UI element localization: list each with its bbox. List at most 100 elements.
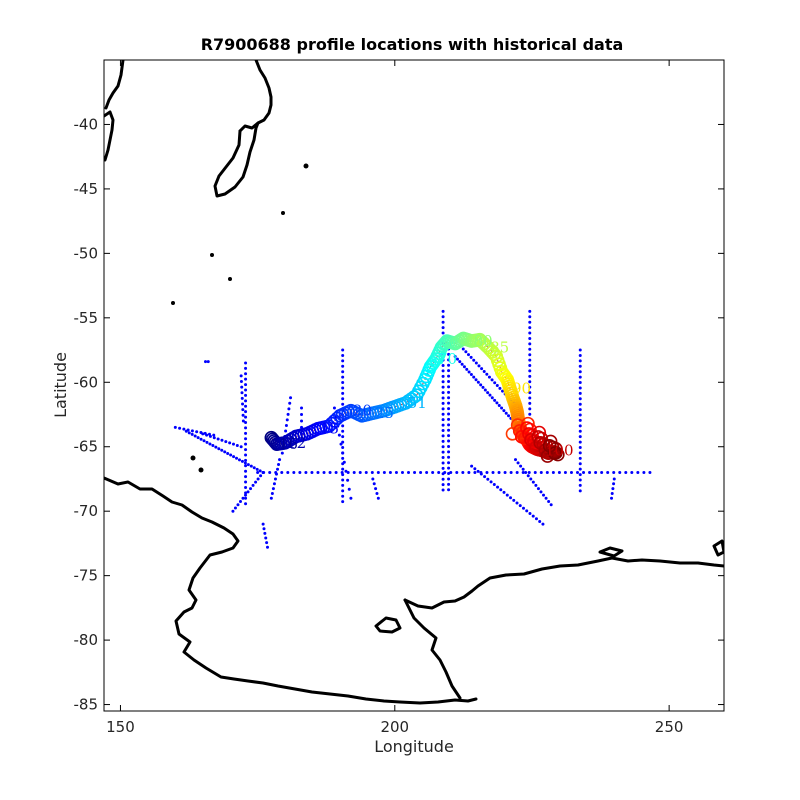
historical-point	[341, 424, 345, 428]
coastline-new-zealand-north	[238, 60, 273, 133]
profile-number-label: 80	[474, 332, 493, 350]
historical-point	[203, 431, 207, 435]
historical-point	[244, 366, 248, 370]
historical-point	[528, 412, 532, 416]
historical-point	[578, 489, 582, 493]
historical-point	[610, 496, 614, 500]
historical-point	[266, 545, 270, 549]
historical-point	[447, 358, 451, 362]
historical-point	[322, 471, 326, 475]
historical-point	[271, 487, 275, 491]
historical-point	[480, 367, 484, 371]
historical-point	[460, 362, 464, 366]
historical-point	[341, 494, 345, 498]
historical-point	[447, 417, 451, 421]
historical-point	[447, 369, 451, 373]
historical-point	[244, 431, 248, 435]
historical-point	[441, 391, 445, 395]
historical-point	[220, 438, 224, 442]
historical-point	[244, 442, 248, 446]
historical-point	[496, 485, 500, 489]
historical-point	[578, 375, 582, 379]
historical-point	[531, 514, 535, 518]
historical-point	[341, 451, 345, 455]
historical-point	[199, 431, 203, 435]
historical-point	[431, 471, 435, 475]
historical-point	[528, 401, 532, 405]
historical-point	[254, 480, 258, 484]
historical-point	[642, 471, 646, 475]
historical-point	[578, 478, 582, 482]
historical-point	[509, 471, 513, 475]
historical-point	[493, 398, 497, 402]
historical-point	[534, 483, 538, 487]
historical-point	[441, 466, 445, 470]
historical-point	[341, 386, 345, 390]
historical-point	[576, 471, 580, 475]
historical-point	[286, 471, 290, 475]
historical-point	[352, 471, 356, 475]
historical-point	[216, 437, 220, 441]
historical-point	[551, 471, 555, 475]
x-axis-label: Longitude	[374, 737, 454, 756]
profile-number-label: 25	[375, 404, 394, 422]
historical-point	[447, 450, 451, 454]
historical-point	[447, 412, 451, 416]
historical-point	[252, 466, 256, 470]
historical-point	[447, 428, 451, 432]
historical-point	[244, 496, 248, 500]
historical-point	[244, 475, 248, 479]
historical-point	[466, 353, 470, 357]
historical-point	[489, 480, 493, 484]
historical-point	[495, 384, 499, 388]
historical-point	[538, 519, 542, 523]
historical-point	[441, 396, 445, 400]
historical-point	[358, 471, 362, 475]
historical-point	[472, 358, 476, 362]
historical-point	[240, 391, 244, 395]
historical-point	[341, 353, 345, 357]
historical-point	[441, 364, 445, 368]
historical-point	[578, 397, 582, 401]
historical-point	[481, 385, 485, 389]
island-campbell	[228, 277, 232, 281]
historical-point	[525, 509, 529, 513]
profile-number-label: 51	[408, 394, 427, 412]
historical-point	[464, 350, 468, 354]
historical-point	[507, 414, 511, 418]
y-tick-label: -55	[74, 309, 99, 327]
historical-point	[534, 517, 538, 521]
historical-point	[284, 423, 288, 427]
historical-point	[425, 471, 429, 475]
historical-point	[241, 402, 245, 406]
historical-point	[528, 380, 532, 384]
historical-point	[341, 489, 345, 493]
historical-point	[501, 389, 505, 393]
historical-point	[441, 385, 445, 389]
historical-point	[298, 471, 302, 475]
historical-point	[447, 352, 451, 356]
historical-point	[578, 440, 582, 444]
historical-point	[268, 471, 272, 475]
historical-point	[578, 462, 582, 466]
historical-point	[441, 461, 445, 465]
historical-point	[287, 407, 291, 411]
historical-point	[241, 419, 245, 423]
historical-point	[528, 326, 532, 330]
historical-point	[244, 480, 248, 484]
historical-point	[492, 483, 496, 487]
historical-point	[455, 471, 459, 475]
historical-point	[220, 448, 224, 452]
historical-point	[578, 429, 582, 433]
historical-point	[240, 385, 244, 389]
profile-number-label: 90	[512, 380, 531, 398]
historical-point	[244, 377, 248, 381]
historical-point	[441, 456, 445, 460]
historical-point	[244, 502, 248, 506]
historical-point	[447, 477, 451, 481]
historical-point	[521, 467, 525, 471]
historical-point	[187, 431, 191, 435]
historical-point	[276, 467, 280, 471]
historical-point	[208, 442, 212, 446]
y-tick-label: -65	[74, 438, 99, 456]
